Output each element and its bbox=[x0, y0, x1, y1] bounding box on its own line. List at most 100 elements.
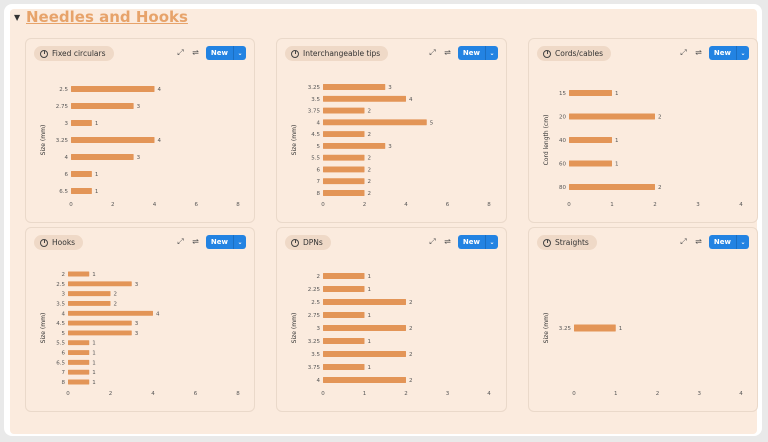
new-button[interactable]: New ⌄ bbox=[708, 235, 749, 249]
pie-chart-icon bbox=[40, 238, 48, 247]
chart-view-tab[interactable]: DPNs bbox=[285, 235, 331, 250]
chart-toolbar: ⤢ ⇌ New ⌄ bbox=[679, 46, 749, 60]
chevron-down-icon[interactable]: ⌄ bbox=[485, 46, 498, 60]
data-label: 2 bbox=[658, 115, 662, 121]
bar bbox=[323, 299, 406, 305]
bar bbox=[68, 291, 111, 297]
chevron-down-icon[interactable]: ⌄ bbox=[736, 235, 749, 249]
sliders-icon[interactable]: ⇌ bbox=[192, 237, 199, 246]
y-tick-label: 2 bbox=[62, 272, 66, 278]
section-toggle-icon[interactable]: ▼ bbox=[14, 13, 21, 22]
expand-icon[interactable]: ⤢ bbox=[680, 48, 687, 57]
bar-chart: 3.25 3 3.5 4 3.75 2 4 5 4.5 2 5 3 5.5 2 6 2 7 2 8 2 0 2 4 6 8 Siz… bbox=[291, 84, 491, 208]
sliders-icon[interactable]: ⇌ bbox=[192, 48, 199, 57]
bar bbox=[323, 119, 427, 126]
chart-card-header: Straights ⤢ ⇌ New ⌄ bbox=[529, 228, 757, 254]
bar bbox=[323, 312, 365, 318]
sliders-icon[interactable]: ⇌ bbox=[444, 237, 451, 246]
chart-title: Straights bbox=[555, 238, 589, 247]
bar bbox=[71, 137, 155, 143]
data-label: 3 bbox=[388, 85, 392, 91]
data-label: 2 bbox=[409, 378, 413, 384]
chart-card: Fixed circulars ⤢ ⇌ New ⌄ 2.5 4 2.75 3 3 1 3.25 4 4 3 6… bbox=[25, 38, 255, 223]
y-tick-label: 3 bbox=[65, 121, 69, 127]
bar bbox=[323, 273, 365, 279]
chart-view-tab[interactable]: Hooks bbox=[34, 235, 84, 250]
y-axis-title: Size (mm) bbox=[543, 313, 550, 344]
expand-icon[interactable]: ⤢ bbox=[177, 237, 184, 246]
expand-icon[interactable]: ⤢ bbox=[680, 237, 687, 246]
new-button-label: New bbox=[210, 238, 228, 246]
y-tick-label: 5 bbox=[62, 331, 66, 337]
expand-icon[interactable]: ⤢ bbox=[429, 48, 436, 57]
sliders-icon[interactable]: ⇌ bbox=[695, 48, 702, 57]
y-tick-label: 8 bbox=[62, 380, 66, 386]
y-tick-label: 3.25 bbox=[56, 138, 69, 144]
chart-toolbar: ⤢ ⇌ New ⌄ bbox=[428, 235, 498, 249]
bar-chart: 2.5 4 2.75 3 3 1 3.25 4 4 3 6 1 6.5 1 0 2 4 6 8 Size (mm) bbox=[40, 86, 240, 208]
data-label: 4 bbox=[158, 87, 162, 93]
x-tick-label: 8 bbox=[236, 391, 240, 397]
data-label: 2 bbox=[658, 185, 662, 191]
new-button-label: New bbox=[210, 49, 228, 57]
y-tick-label: 3.5 bbox=[311, 352, 320, 358]
chart-title: DPNs bbox=[303, 238, 323, 247]
expand-icon[interactable]: ⤢ bbox=[429, 237, 436, 246]
bar bbox=[323, 338, 365, 344]
new-button[interactable]: New ⌄ bbox=[457, 46, 498, 60]
chart-view-tab[interactable]: Straights bbox=[537, 235, 597, 250]
y-tick-label: 60 bbox=[559, 162, 566, 168]
x-tick-label: 3 bbox=[696, 202, 700, 208]
chart-toolbar: ⤢ ⇌ New ⌄ bbox=[679, 235, 749, 249]
data-label: 2 bbox=[368, 179, 372, 185]
data-label: 2 bbox=[368, 156, 372, 162]
chart-view-tab[interactable]: Interchangeable tips bbox=[285, 46, 389, 61]
x-tick-label: 0 bbox=[321, 202, 325, 208]
section-title[interactable]: Needles and Hooks bbox=[26, 8, 188, 26]
chart-card-header: Hooks ⤢ ⇌ New ⌄ bbox=[26, 228, 254, 254]
chevron-down-icon[interactable]: ⌄ bbox=[233, 46, 246, 60]
bar bbox=[323, 142, 386, 149]
data-label: 1 bbox=[92, 380, 96, 386]
new-button[interactable]: New ⌄ bbox=[708, 46, 749, 60]
x-tick-label: 3 bbox=[698, 391, 702, 397]
chevron-down-icon[interactable]: ⌄ bbox=[233, 235, 246, 249]
y-tick-label: 4 bbox=[65, 155, 69, 161]
x-tick-label: 2 bbox=[653, 202, 657, 208]
pie-chart-icon bbox=[543, 238, 551, 247]
chart-view-tab[interactable]: Fixed circulars bbox=[34, 46, 114, 61]
bar bbox=[569, 113, 655, 120]
new-button[interactable]: New ⌄ bbox=[457, 235, 498, 249]
data-label: 2 bbox=[114, 301, 118, 307]
data-label: 2 bbox=[114, 292, 118, 298]
expand-icon[interactable]: ⤢ bbox=[177, 48, 184, 57]
y-tick-label: 80 bbox=[559, 185, 566, 191]
bar bbox=[574, 324, 616, 332]
y-tick-label: 8 bbox=[317, 191, 321, 197]
new-button[interactable]: New ⌄ bbox=[205, 46, 246, 60]
data-label: 4 bbox=[156, 311, 160, 317]
y-tick-label: 3 bbox=[317, 326, 321, 332]
chevron-down-icon[interactable]: ⌄ bbox=[736, 46, 749, 60]
y-tick-label: 5 bbox=[317, 144, 321, 150]
y-tick-label: 4 bbox=[317, 120, 321, 126]
sliders-icon[interactable]: ⇌ bbox=[695, 237, 702, 246]
x-tick-label: 6 bbox=[195, 202, 199, 208]
bar-chart: 2 1 2.5 3 3 2 3.5 2 4 4 4.5 3 5 3 5.5 1 6 1 6.5 1 7 1 8 1 0 2 4 6 8 S… bbox=[40, 271, 240, 397]
y-tick-label: 6.5 bbox=[56, 360, 65, 366]
new-button[interactable]: New ⌄ bbox=[205, 235, 246, 249]
bar bbox=[323, 325, 406, 331]
bar bbox=[68, 271, 90, 277]
sliders-icon[interactable]: ⇌ bbox=[444, 48, 451, 57]
pie-chart-icon bbox=[543, 49, 551, 58]
data-label: 1 bbox=[95, 121, 99, 127]
bar bbox=[323, 154, 365, 161]
y-tick-label: 3.75 bbox=[308, 109, 321, 115]
x-tick-label: 0 bbox=[66, 391, 70, 397]
y-tick-label: 40 bbox=[559, 138, 566, 144]
chart-title: Hooks bbox=[52, 238, 76, 247]
bar bbox=[68, 330, 132, 336]
chart-view-tab[interactable]: Cords/cables bbox=[537, 46, 612, 61]
x-tick-label: 2 bbox=[111, 202, 115, 208]
chevron-down-icon[interactable]: ⌄ bbox=[485, 235, 498, 249]
